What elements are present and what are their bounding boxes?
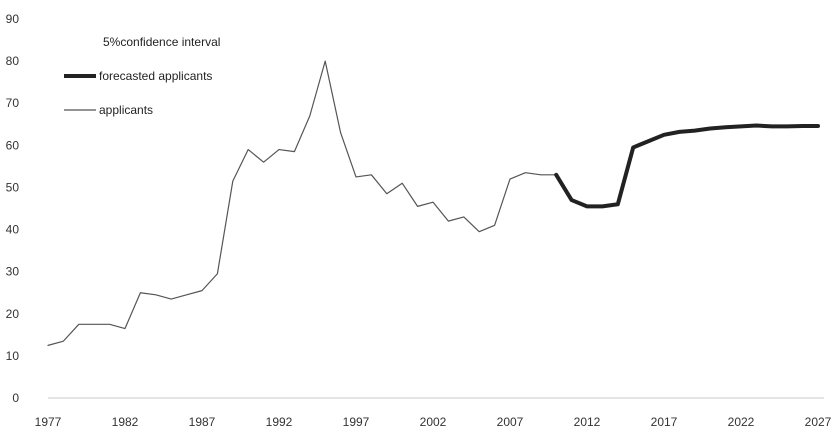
- y-tick-label: 70: [6, 96, 20, 110]
- y-tick-label: 0: [12, 391, 19, 405]
- legend: 5%confidence interval forecasted applica…: [64, 35, 220, 117]
- y-tick-label: 40: [6, 223, 20, 237]
- x-tick-label: 2022: [728, 415, 755, 429]
- x-tick-label: 1977: [35, 415, 62, 429]
- y-tick-label: 30: [6, 265, 20, 279]
- y-tick-label: 60: [6, 138, 20, 152]
- x-tick-label: 1992: [266, 415, 293, 429]
- x-tick-label: 2002: [420, 415, 447, 429]
- y-tick-label: 20: [6, 307, 20, 321]
- y-tick-label: 10: [6, 349, 20, 363]
- y-tick-label: 50: [6, 180, 20, 194]
- x-tick-label: 2027: [805, 415, 832, 429]
- y-axis-ticks: 0 10 20 30 40 50 60 70 80 90: [6, 12, 20, 405]
- y-tick-label: 80: [6, 54, 20, 68]
- series-line-forecasted-applicants: [554, 123, 820, 209]
- x-tick-label: 1982: [112, 415, 139, 429]
- legend-label-applicants: applicants: [99, 103, 153, 117]
- x-tick-label: 2017: [651, 415, 678, 429]
- x-axis-ticks: 1977 1982 1987 1992 1997 2002 2007 2012 2017 2022…: [35, 415, 832, 429]
- x-tick-label: 2007: [497, 415, 524, 429]
- series-line-applicants: [47, 60, 557, 346]
- x-tick-label: 1997: [343, 415, 370, 429]
- x-tick-label: 2012: [574, 415, 601, 429]
- legend-label-forecasted-applicants: forecasted applicants: [99, 69, 212, 83]
- series-lines: [47, 60, 820, 346]
- y-tick-label: 90: [6, 12, 20, 26]
- legend-label-confidence-interval: 5%confidence interval: [103, 35, 220, 49]
- x-tick-label: 1987: [189, 415, 216, 429]
